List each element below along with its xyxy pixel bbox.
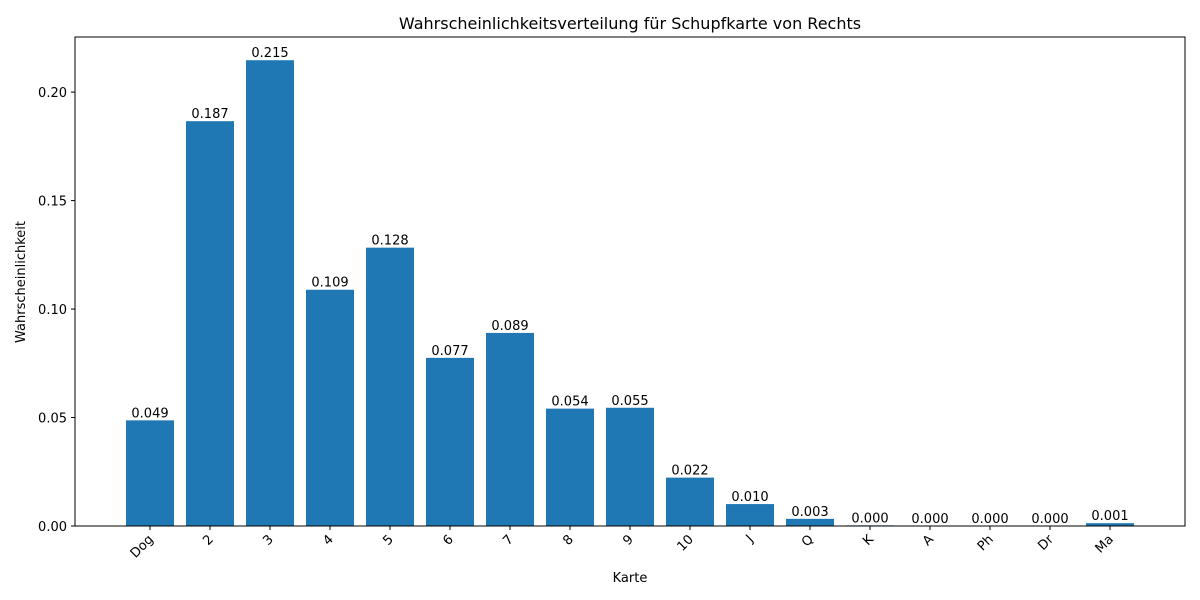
data-label: 0.128 xyxy=(371,234,408,249)
bar-6 xyxy=(426,357,474,526)
data-label: 0.000 xyxy=(851,511,888,526)
x-tick-label: Dr xyxy=(1035,532,1057,554)
x-tick-label: 3 xyxy=(260,532,276,548)
x-tick-label: J xyxy=(743,532,757,546)
data-label: 0.003 xyxy=(791,505,828,520)
x-tick-label: 8 xyxy=(560,532,576,548)
y-tick-label: 0.10 xyxy=(38,303,67,318)
bar-j xyxy=(726,504,774,526)
data-label: 0.000 xyxy=(1031,512,1068,527)
data-label: 0.000 xyxy=(971,512,1008,527)
data-label: 0.077 xyxy=(431,344,468,359)
bar-4 xyxy=(306,289,354,526)
x-axis-label: Karte xyxy=(613,571,648,586)
data-label: 0.010 xyxy=(731,490,768,505)
x-tick-label: Q xyxy=(799,532,817,550)
data-label: 0.215 xyxy=(251,46,288,61)
x-tick-label: Ph xyxy=(975,532,997,554)
x-tick-label: 7 xyxy=(500,532,516,548)
bar-ma xyxy=(1086,523,1134,526)
x-tick-label: Ma xyxy=(1093,532,1117,556)
plot-area: 0.0490.1870.2150.1090.1280.0770.0890.054… xyxy=(38,36,1186,561)
data-label: 0.049 xyxy=(131,406,168,421)
x-tick-label: 9 xyxy=(620,532,636,548)
data-label: 0.054 xyxy=(551,395,588,410)
x-tick-label: 2 xyxy=(200,532,216,548)
data-label: 0.022 xyxy=(671,464,708,479)
bar-q xyxy=(786,518,834,526)
data-label: 0.000 xyxy=(911,512,948,527)
bar-9 xyxy=(606,407,654,526)
bar-8 xyxy=(546,408,594,526)
bar-3 xyxy=(246,60,294,526)
data-label: 0.001 xyxy=(1091,509,1128,524)
x-tick-label: 6 xyxy=(440,532,456,548)
bar-2 xyxy=(186,121,234,526)
x-tick-label: A xyxy=(920,532,937,549)
x-tick-label: K xyxy=(860,532,877,549)
y-tick-label: 0.15 xyxy=(38,195,67,210)
data-label: 0.187 xyxy=(191,107,228,122)
data-label: 0.089 xyxy=(491,319,528,334)
bar-10 xyxy=(666,477,714,526)
data-label: 0.055 xyxy=(611,394,648,409)
y-tick-label: 0.05 xyxy=(38,412,67,427)
x-tick-label: 10 xyxy=(675,532,697,554)
data-label: 0.109 xyxy=(311,276,348,291)
x-tick-label: 4 xyxy=(320,532,336,548)
x-tick-label: 5 xyxy=(380,532,396,548)
y-tick-label: 0.00 xyxy=(38,520,67,535)
chart-title: Wahrscheinlichkeitsverteilung für Schupf… xyxy=(399,14,861,33)
x-tick-label: Dog xyxy=(128,532,157,561)
bar-dog xyxy=(126,420,174,526)
y-tick-label: 0.20 xyxy=(38,86,67,101)
bar-7 xyxy=(486,332,534,526)
y-axis-label: Wahrscheinlichkeit xyxy=(14,221,29,343)
bar-5 xyxy=(366,247,414,526)
